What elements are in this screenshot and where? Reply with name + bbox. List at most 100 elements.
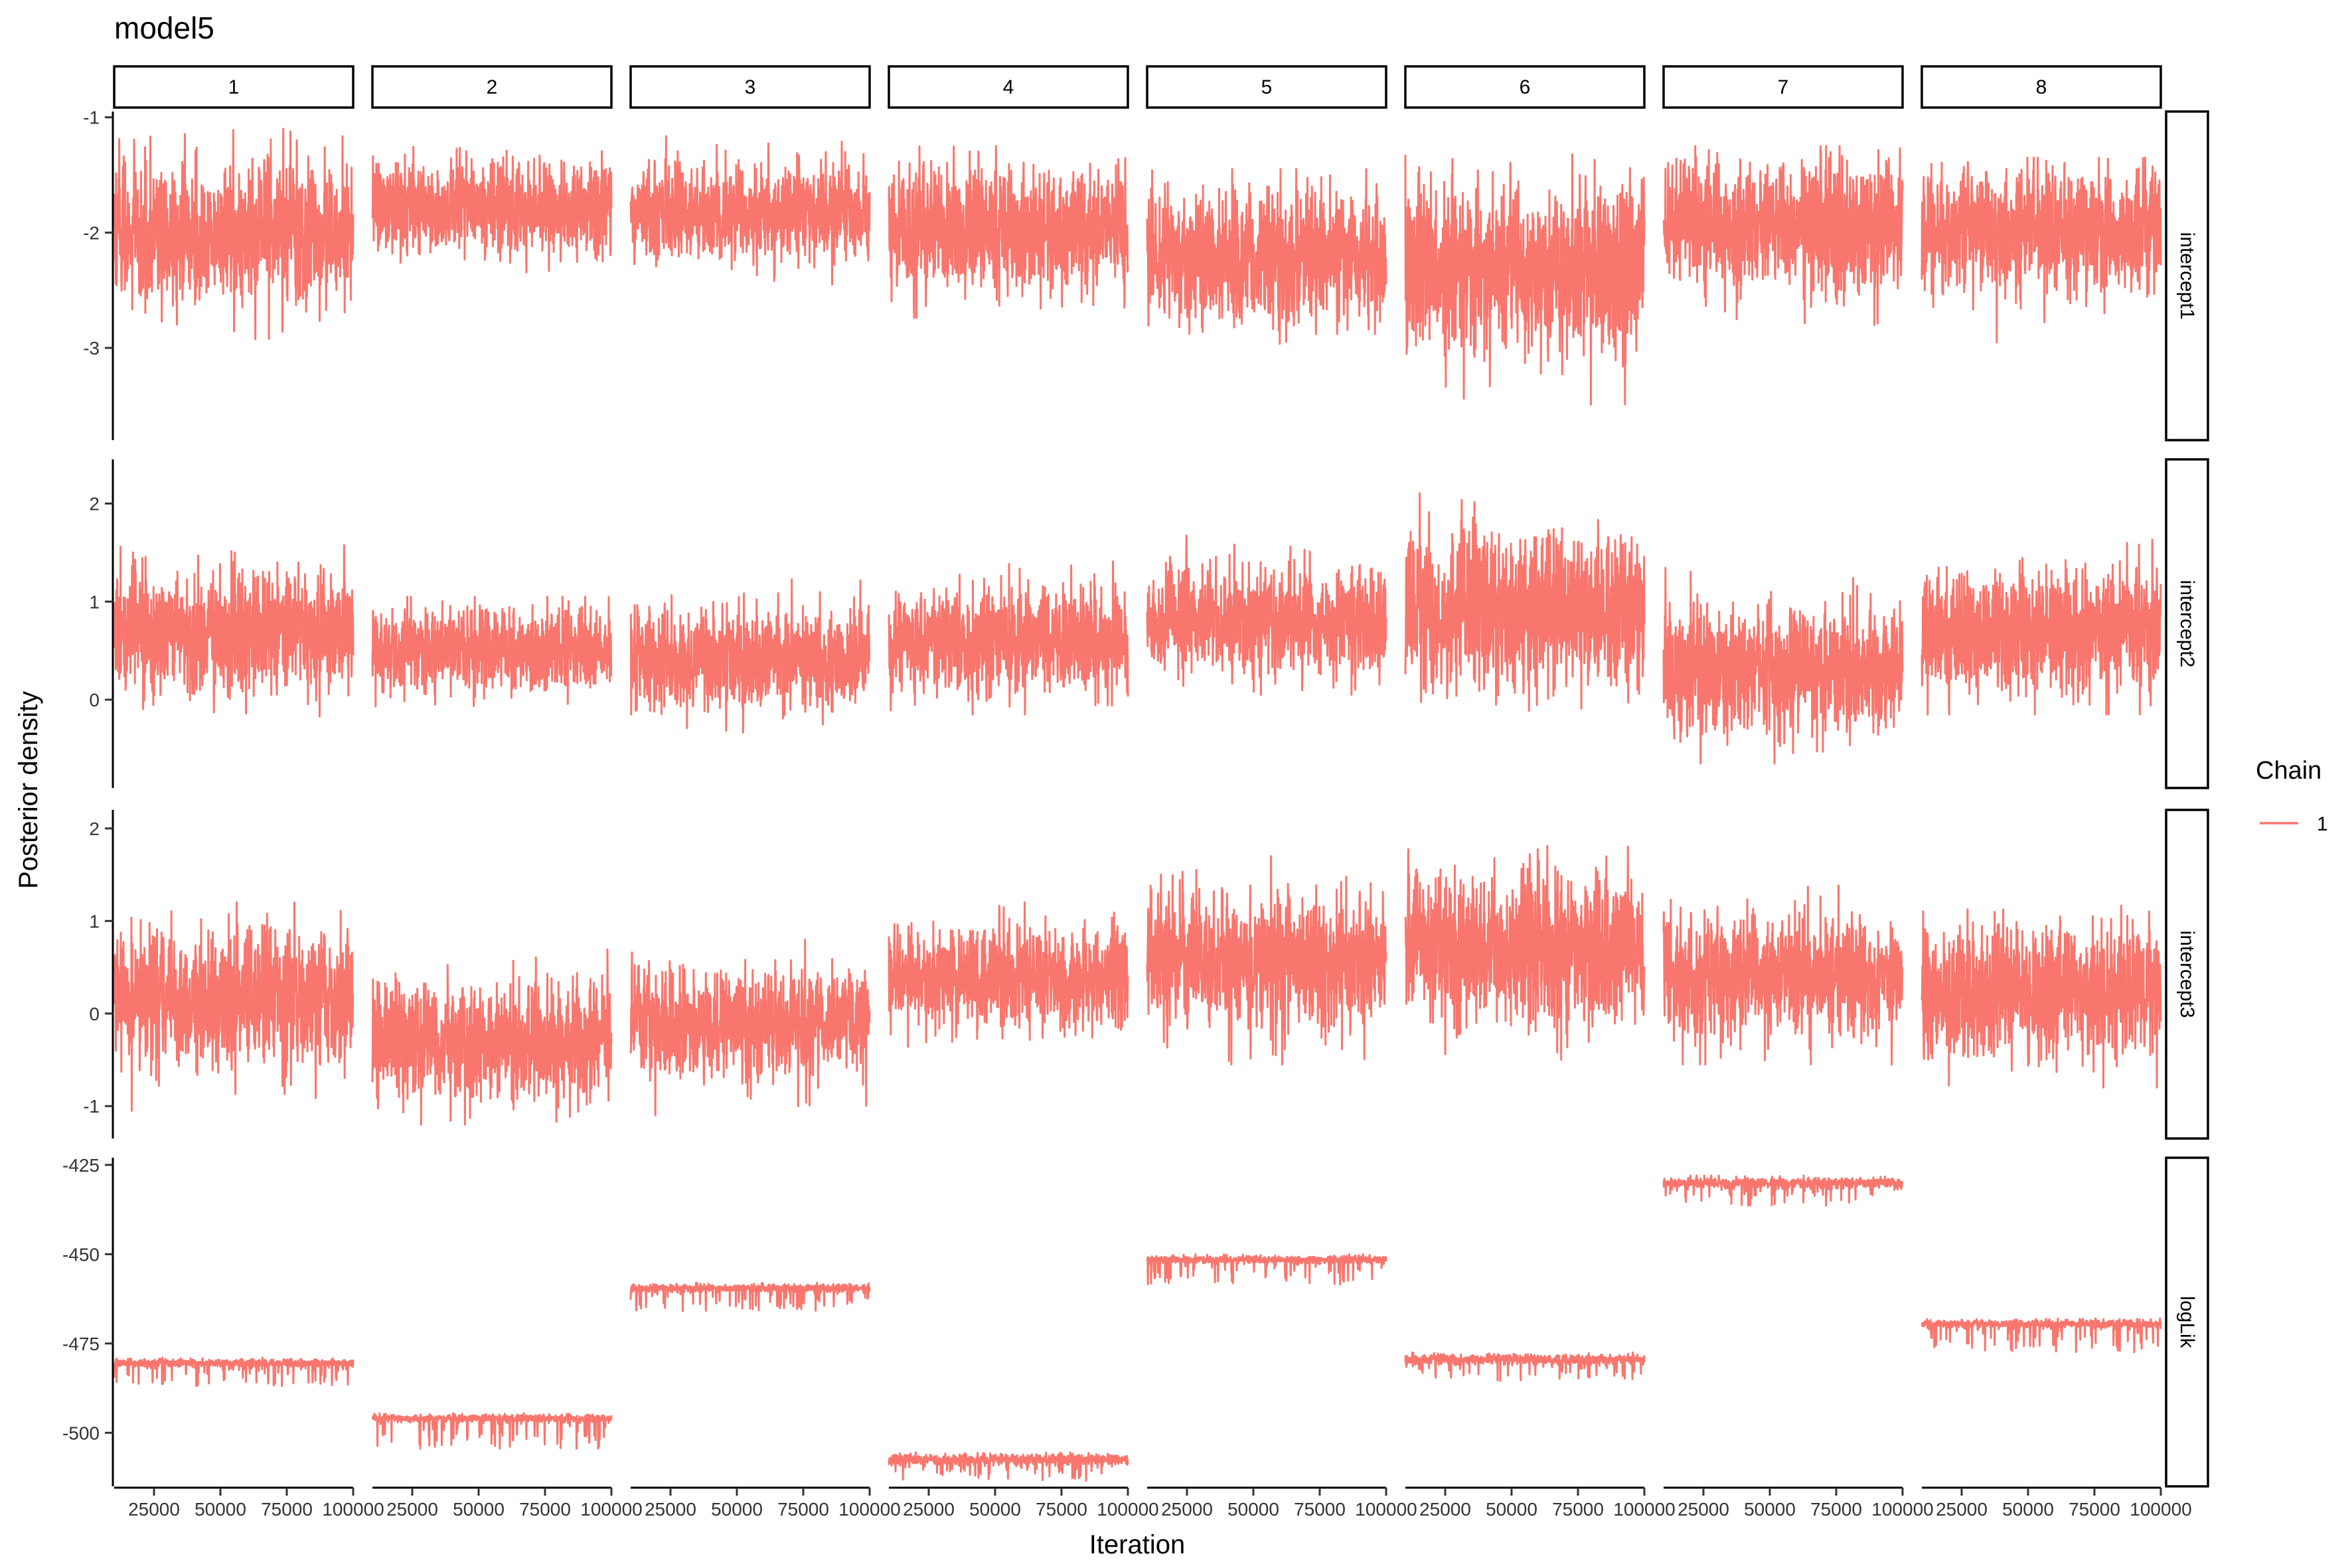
row-strip-intercept3 xyxy=(2165,809,2209,1140)
x-tick-label: 75000 xyxy=(1810,1499,1862,1520)
x-tick-label: 25000 xyxy=(1161,1499,1213,1520)
x-tick-label: 100000 xyxy=(1097,1499,1158,1520)
trace-line-intercept1-7 xyxy=(1662,145,1904,326)
column-strip-1 xyxy=(113,65,354,109)
y-tick-label: -425 xyxy=(62,1155,100,1176)
row-strips: intercept1 intercept2 intercept3 logLik xyxy=(2165,110,2209,1488)
trace-line-logLik-6 xyxy=(1404,1351,1646,1382)
y-tick-label: 1 xyxy=(89,911,100,931)
x-tick-label: 50000 xyxy=(2002,1499,2054,1520)
y-tick-label: 1 xyxy=(89,591,100,612)
column-strip-7 xyxy=(1662,65,1904,109)
x-tick-label: 50000 xyxy=(453,1499,505,1520)
row-strip-label: intercept3 xyxy=(2176,931,2198,1018)
trace-line-logLik-2 xyxy=(371,1412,613,1450)
x-axis-label: Iteration xyxy=(1089,1530,1186,1559)
trace-line-intercept3-5 xyxy=(1146,855,1387,1065)
column-strip-8 xyxy=(1921,65,2162,109)
x-tick-label: 50000 xyxy=(195,1499,246,1520)
trace-line-intercept3-2 xyxy=(371,948,613,1126)
trace-line-logLik-1 xyxy=(113,1356,354,1387)
column-strip-4 xyxy=(888,65,1129,109)
row-strip-logLik xyxy=(2165,1156,2209,1488)
x-tick-label: 100000 xyxy=(322,1499,384,1520)
x-tick-label: 75000 xyxy=(519,1499,571,1520)
column-strip-label: 6 xyxy=(1520,76,1531,98)
x-tick-label: 25000 xyxy=(1419,1499,1471,1520)
x-tick-label: 75000 xyxy=(1036,1499,1087,1520)
y-axes: -3 -2 -1 0 1 2 -1 0 1 2 -500 -475 -450 -425 xyxy=(62,108,114,1486)
trace-line-intercept1-2 xyxy=(371,145,613,274)
y-tick-label: -3 xyxy=(83,338,100,358)
column-strip-label: 5 xyxy=(1261,76,1273,98)
column-strip-5 xyxy=(1146,65,1387,109)
x-tick-label: 75000 xyxy=(777,1499,829,1520)
trace-line-logLik-7 xyxy=(1662,1174,1904,1207)
y-tick-label: -1 xyxy=(83,1096,100,1117)
column-strip-label: 3 xyxy=(745,76,756,98)
row-strip-label: intercept2 xyxy=(2176,580,2198,668)
x-tick-label: 25000 xyxy=(128,1499,180,1520)
trace-line-intercept2-7 xyxy=(1662,567,1904,765)
column-strip-label: 2 xyxy=(487,76,498,98)
trace-line-intercept2-5 xyxy=(1146,534,1387,696)
legend-title: Chain xyxy=(2256,757,2321,785)
y-tick-label: -475 xyxy=(62,1334,100,1354)
y-tick-label: 2 xyxy=(89,819,100,839)
x-tick-label: 100000 xyxy=(1613,1499,1675,1520)
trace-line-intercept1-6 xyxy=(1404,153,1646,406)
trace-line-intercept3-7 xyxy=(1662,884,1904,1065)
y-tick-label: -2 xyxy=(83,222,100,243)
trace-line-logLik-4 xyxy=(888,1451,1129,1482)
x-tick-label: 25000 xyxy=(903,1499,955,1520)
trace-line-intercept3-3 xyxy=(629,938,871,1117)
y-axis-label: Posterior density xyxy=(14,691,43,889)
trace-line-intercept2-1 xyxy=(113,544,354,718)
x-tick-label: 100000 xyxy=(2130,1499,2191,1520)
trace-line-intercept1-8 xyxy=(1921,157,2162,344)
x-tick-label: 75000 xyxy=(2069,1499,2120,1520)
y-tick-label: 2 xyxy=(89,493,100,514)
trace-line-intercept3-4 xyxy=(888,901,1129,1048)
x-axes: 25000 50000 75000 100000 25000 50000 75000 1000… xyxy=(114,1486,2192,1520)
x-tick-label: 100000 xyxy=(1871,1499,1933,1520)
trace-line-intercept2-2 xyxy=(371,595,613,708)
trace-line-intercept2-4 xyxy=(888,560,1129,716)
x-tick-label: 25000 xyxy=(1678,1499,1729,1520)
x-tick-label: 100000 xyxy=(1355,1499,1417,1520)
legend: Chain 1 xyxy=(2256,757,2328,835)
x-tick-label: 50000 xyxy=(1227,1499,1279,1520)
column-strip-label: 1 xyxy=(228,76,240,98)
column-strip-2 xyxy=(371,65,613,109)
column-strip-label: 7 xyxy=(1778,76,1789,98)
x-tick-label: 75000 xyxy=(1294,1499,1346,1520)
column-strip-6 xyxy=(1404,65,1646,109)
y-tick-label: -500 xyxy=(62,1423,100,1443)
trace-line-logLik-5 xyxy=(1146,1253,1387,1286)
y-tick-label: 0 xyxy=(89,690,100,710)
x-tick-label: 100000 xyxy=(580,1499,642,1520)
trace-line-intercept1-3 xyxy=(629,135,871,285)
y-tick-label: -1 xyxy=(83,108,100,128)
x-tick-label: 25000 xyxy=(1936,1499,1988,1520)
facet-panels xyxy=(113,127,2162,1482)
column-strips: 1 2 3 4 5 6 7 8 xyxy=(113,65,2162,109)
column-strip-label: 4 xyxy=(1003,76,1014,98)
x-tick-label: 50000 xyxy=(969,1499,1021,1520)
column-strip-3 xyxy=(629,65,871,109)
trace-line-intercept1-1 xyxy=(113,127,354,341)
trace-line-intercept2-3 xyxy=(629,578,871,734)
trace-line-intercept2-8 xyxy=(1921,538,2162,716)
x-tick-label: 25000 xyxy=(386,1499,438,1520)
trace-line-intercept3-1 xyxy=(113,901,354,1112)
x-tick-label: 50000 xyxy=(1486,1499,1537,1520)
row-strip-intercept2 xyxy=(2165,458,2209,789)
x-tick-label: 100000 xyxy=(838,1499,900,1520)
y-tick-label: -450 xyxy=(62,1244,100,1265)
trace-line-logLik-3 xyxy=(629,1281,871,1312)
x-tick-label: 25000 xyxy=(645,1499,696,1520)
x-tick-label: 50000 xyxy=(711,1499,763,1520)
row-strip-intercept1 xyxy=(2165,110,2209,441)
y-tick-label: 0 xyxy=(89,1004,100,1024)
